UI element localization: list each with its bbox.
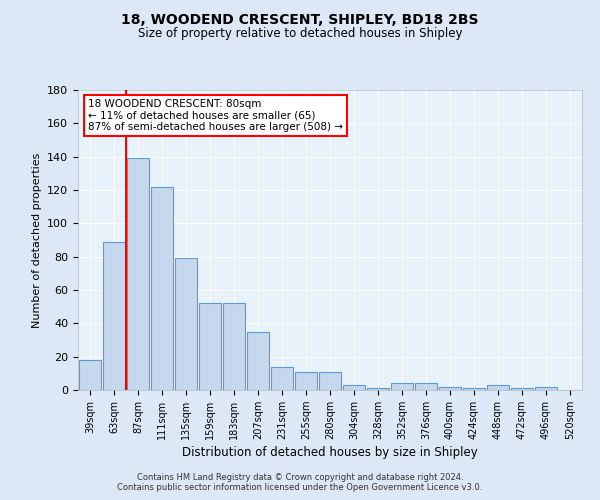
Bar bbox=[391, 384, 413, 390]
Text: Size of property relative to detached houses in Shipley: Size of property relative to detached ho… bbox=[138, 28, 462, 40]
Bar bbox=[367, 388, 389, 390]
Bar bbox=[463, 388, 485, 390]
Text: 18, WOODEND CRESCENT, SHIPLEY, BD18 2BS: 18, WOODEND CRESCENT, SHIPLEY, BD18 2BS bbox=[121, 12, 479, 26]
Bar bbox=[223, 304, 245, 390]
Bar bbox=[79, 360, 101, 390]
Bar bbox=[535, 386, 557, 390]
Text: 18 WOODEND CRESCENT: 80sqm
← 11% of detached houses are smaller (65)
87% of semi: 18 WOODEND CRESCENT: 80sqm ← 11% of deta… bbox=[88, 99, 343, 132]
Bar bbox=[511, 388, 533, 390]
Y-axis label: Number of detached properties: Number of detached properties bbox=[32, 152, 41, 328]
Bar bbox=[487, 385, 509, 390]
Bar bbox=[175, 258, 197, 390]
X-axis label: Distribution of detached houses by size in Shipley: Distribution of detached houses by size … bbox=[182, 446, 478, 459]
Bar bbox=[271, 366, 293, 390]
Bar bbox=[415, 384, 437, 390]
Bar bbox=[151, 186, 173, 390]
Bar bbox=[343, 385, 365, 390]
Bar bbox=[439, 386, 461, 390]
Text: Contains HM Land Registry data © Crown copyright and database right 2024.
Contai: Contains HM Land Registry data © Crown c… bbox=[118, 473, 482, 492]
Bar bbox=[247, 332, 269, 390]
Bar bbox=[127, 158, 149, 390]
Bar bbox=[319, 372, 341, 390]
Bar bbox=[295, 372, 317, 390]
Bar bbox=[199, 304, 221, 390]
Bar bbox=[103, 242, 125, 390]
